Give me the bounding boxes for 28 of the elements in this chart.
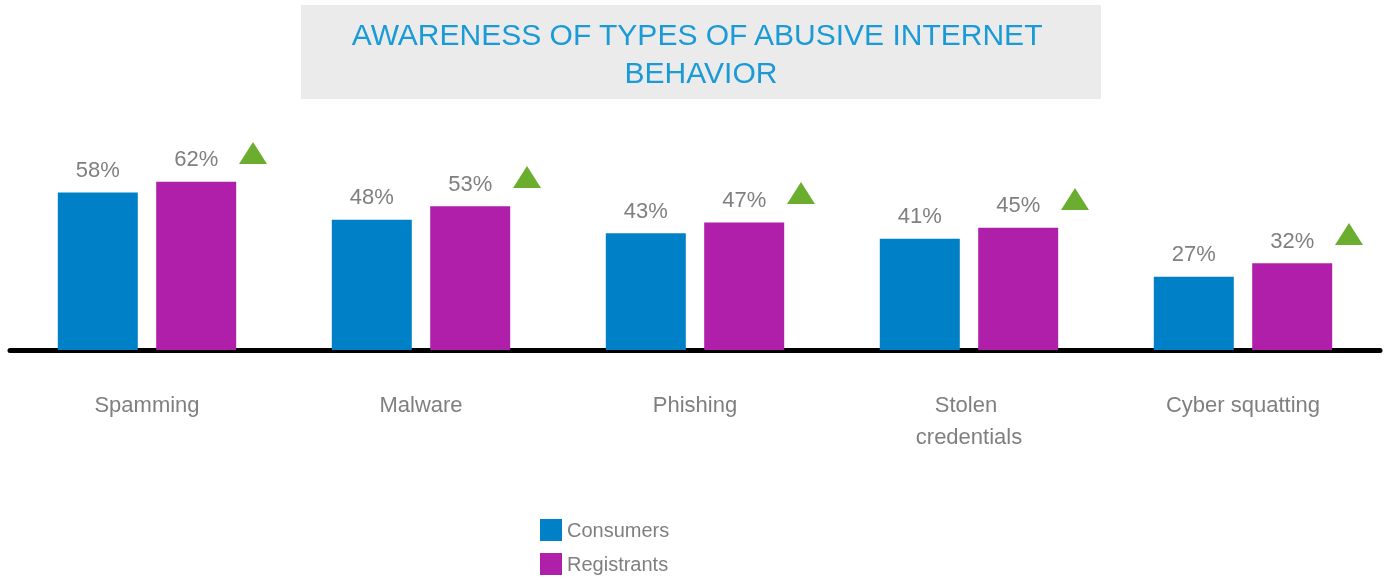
data-label: 41% [897,203,942,229]
data-label: 47% [722,186,767,212]
x-tick-label: Malware [379,391,463,417]
bar [704,222,785,350]
bar [605,233,686,350]
data-label: 27% [1171,241,1216,267]
bar [879,238,960,350]
bar [156,181,237,350]
x-tick-label: Stolen credentials [915,391,1023,449]
bar [978,227,1059,350]
legend-label: Consumers [567,519,670,541]
data-label: 58% [75,157,120,183]
data-label: 45% [996,192,1041,218]
bar [1153,276,1234,350]
bar [430,206,511,350]
data-label: 53% [448,170,493,196]
x-tick-label: Phishing [652,391,738,417]
x-tick-label: Spamming [94,391,200,417]
data-label: 48% [349,184,394,210]
legend-label: Registrants [567,553,669,575]
bar [1252,263,1333,350]
bar [57,192,138,350]
data-label: 32% [1270,227,1315,253]
x-tick-label: Cyber squatting [1165,391,1321,417]
bar [331,219,412,350]
chart-title: AWARENESS OF TYPES OF ABUSIVE INTERNET BEHAVIOR [351,17,1051,89]
data-label: 43% [623,197,668,223]
data-label: 62% [174,146,219,172]
